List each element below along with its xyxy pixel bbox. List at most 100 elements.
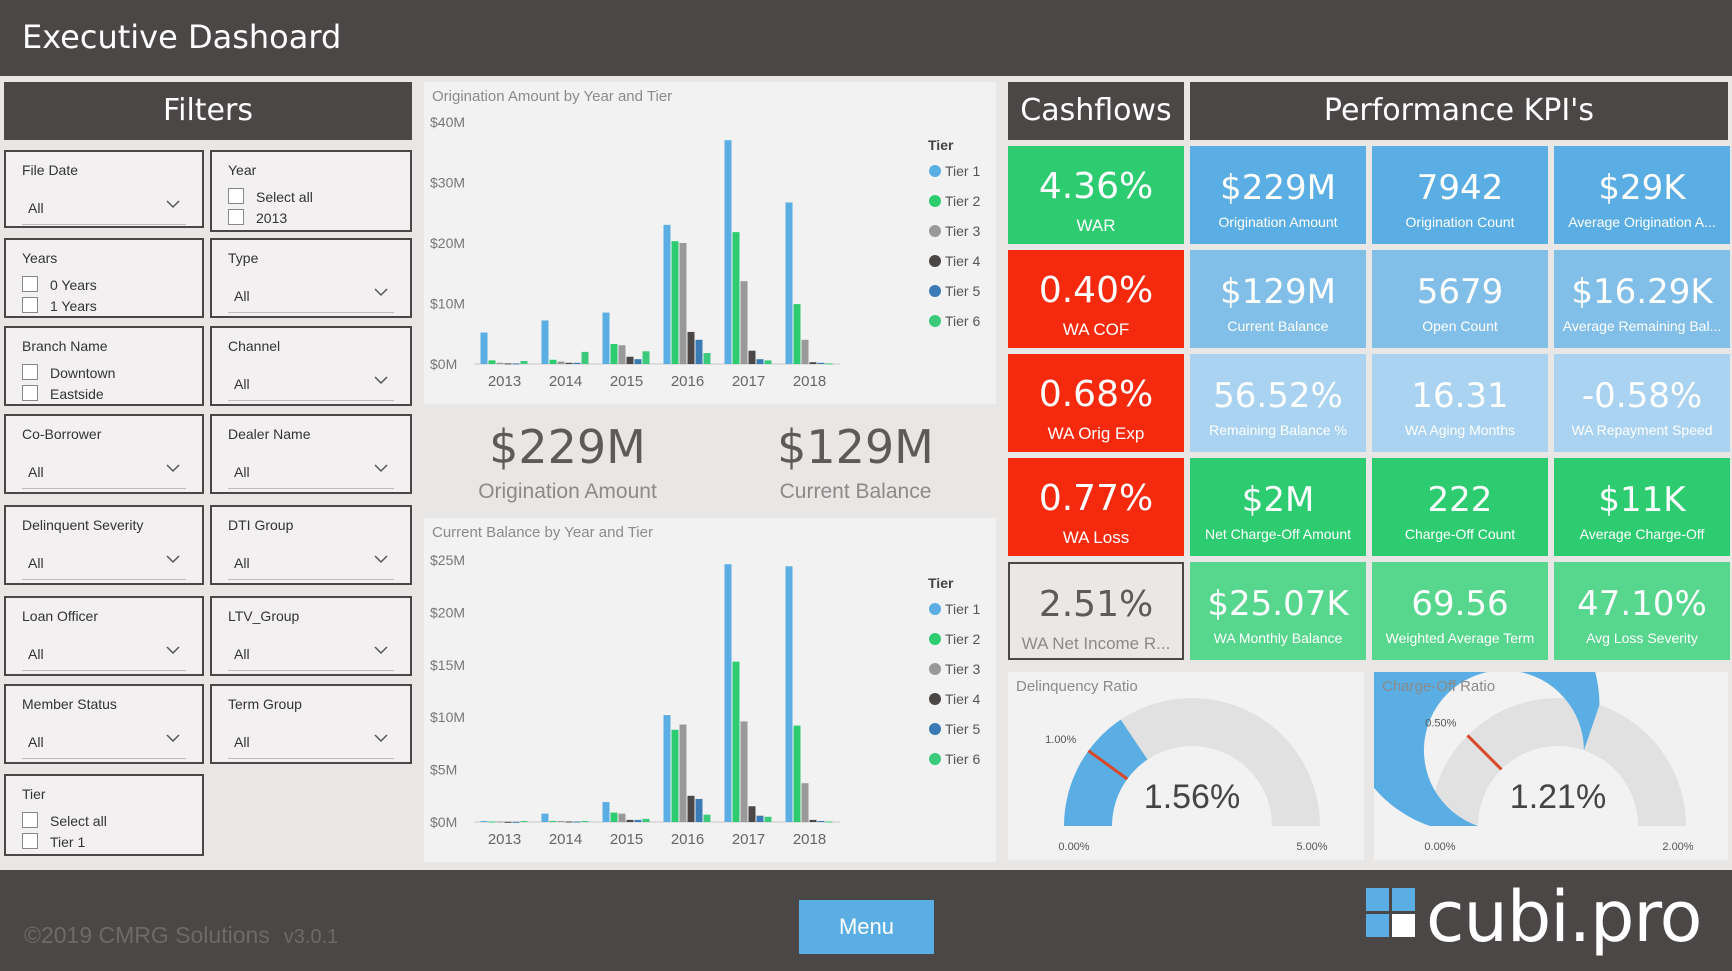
bar[interactable]: [504, 821, 512, 823]
file-date-filter[interactable]: File Date All: [4, 150, 204, 228]
checkbox-icon[interactable]: [22, 812, 38, 828]
type-filter[interactable]: Type All: [210, 238, 412, 318]
bar[interactable]: [480, 332, 488, 364]
delinquent-severity-filter[interactable]: Delinquent Severity All: [4, 505, 204, 585]
checkbox-2013[interactable]: 2013: [228, 209, 287, 226]
bar[interactable]: [520, 360, 528, 364]
bar[interactable]: [557, 820, 565, 822]
bar[interactable]: [748, 350, 756, 364]
bar[interactable]: [504, 363, 512, 365]
checkbox-tier-1[interactable]: Tier 1: [22, 833, 85, 850]
bar[interactable]: [687, 331, 695, 364]
bar[interactable]: [512, 821, 520, 823]
bar[interactable]: [557, 361, 565, 364]
legend-label[interactable]: Tier 3: [945, 223, 980, 239]
bar[interactable]: [610, 812, 618, 822]
bar[interactable]: [581, 820, 589, 822]
bar[interactable]: [785, 202, 793, 364]
legend-label[interactable]: Tier 6: [945, 313, 980, 329]
bar[interactable]: [764, 360, 772, 364]
bar[interactable]: [581, 351, 589, 364]
ltv-group-filter[interactable]: LTV_Group All: [210, 596, 412, 676]
co-borrower-filter[interactable]: Co-Borrower All: [4, 414, 204, 494]
bar[interactable]: [801, 339, 809, 364]
checkbox-downtown[interactable]: Downtown: [22, 364, 115, 381]
member-status-dropdown[interactable]: All: [22, 722, 186, 759]
bar[interactable]: [488, 360, 496, 364]
bar[interactable]: [520, 820, 528, 822]
channel-dropdown[interactable]: All: [228, 364, 394, 401]
checkbox-icon[interactable]: [228, 209, 244, 225]
bar[interactable]: [671, 241, 679, 364]
tier-filter[interactable]: Tier Select all Tier 1: [4, 774, 204, 856]
bar[interactable]: [541, 320, 549, 364]
bar[interactable]: [602, 312, 610, 364]
legend-label[interactable]: Tier 4: [945, 691, 980, 707]
dealer-name-filter[interactable]: Dealer Name All: [210, 414, 412, 494]
checkbox-select-all[interactable]: Select all: [228, 188, 313, 205]
bar[interactable]: [793, 725, 801, 822]
bar[interactable]: [703, 814, 711, 822]
bar[interactable]: [732, 661, 740, 822]
bar[interactable]: [724, 140, 732, 364]
bar[interactable]: [695, 798, 703, 822]
legend-label[interactable]: Tier 1: [945, 601, 980, 617]
year-filter[interactable]: Year Select all 2013: [210, 150, 412, 232]
bar[interactable]: [663, 715, 671, 822]
legend-label[interactable]: Tier 5: [945, 721, 980, 737]
bar[interactable]: [740, 281, 748, 364]
bar[interactable]: [671, 729, 679, 822]
bar[interactable]: [793, 304, 801, 364]
branch-name-filter[interactable]: Branch Name Downtown Eastside: [4, 326, 204, 406]
legend-label[interactable]: Tier 2: [945, 631, 980, 647]
bar[interactable]: [541, 813, 549, 822]
bar[interactable]: [801, 783, 809, 822]
checkbox-icon[interactable]: [22, 385, 38, 401]
checkbox-icon[interactable]: [22, 297, 38, 313]
bar[interactable]: [679, 243, 687, 364]
checkbox-icon[interactable]: [22, 276, 38, 292]
ltv-group-dropdown[interactable]: All: [228, 634, 394, 671]
bar[interactable]: [565, 821, 573, 823]
type-dropdown[interactable]: All: [228, 276, 394, 313]
dti-group-dropdown[interactable]: All: [228, 543, 394, 580]
bar[interactable]: [642, 351, 650, 364]
legend-label[interactable]: Tier 1: [945, 163, 980, 179]
checkbox-icon[interactable]: [228, 188, 244, 204]
bar[interactable]: [817, 362, 825, 364]
bar[interactable]: [496, 362, 504, 364]
term-group-filter[interactable]: Term Group All: [210, 684, 412, 764]
loan-officer-dropdown[interactable]: All: [22, 634, 186, 671]
bar[interactable]: [809, 362, 817, 364]
bar[interactable]: [488, 821, 496, 823]
bar[interactable]: [825, 363, 833, 365]
term-group-dropdown[interactable]: All: [228, 722, 394, 759]
bar[interactable]: [756, 359, 764, 364]
bar[interactable]: [724, 564, 732, 822]
bar[interactable]: [626, 819, 634, 822]
legend-label[interactable]: Tier 3: [945, 661, 980, 677]
years-filter[interactable]: Years 0 Years 1 Years: [4, 238, 204, 318]
checkbox-icon[interactable]: [22, 364, 38, 380]
bar[interactable]: [756, 815, 764, 822]
legend-label[interactable]: Tier 6: [945, 751, 980, 767]
bar[interactable]: [496, 821, 504, 823]
bar[interactable]: [642, 818, 650, 822]
bar[interactable]: [573, 821, 581, 823]
bar[interactable]: [626, 356, 634, 364]
dealer-name-dropdown[interactable]: All: [228, 452, 394, 489]
bar[interactable]: [825, 821, 833, 823]
bar[interactable]: [573, 362, 581, 364]
channel-filter[interactable]: Channel All: [210, 326, 412, 406]
bar[interactable]: [679, 724, 687, 822]
bar[interactable]: [602, 802, 610, 822]
checkbox-icon[interactable]: [22, 833, 38, 849]
bar[interactable]: [817, 820, 825, 822]
dti-group-filter[interactable]: DTI Group All: [210, 505, 412, 585]
bar[interactable]: [634, 359, 642, 364]
bar[interactable]: [618, 345, 626, 364]
bar[interactable]: [764, 816, 772, 822]
bar[interactable]: [663, 224, 671, 364]
bar[interactable]: [634, 819, 642, 822]
bar[interactable]: [480, 820, 488, 822]
